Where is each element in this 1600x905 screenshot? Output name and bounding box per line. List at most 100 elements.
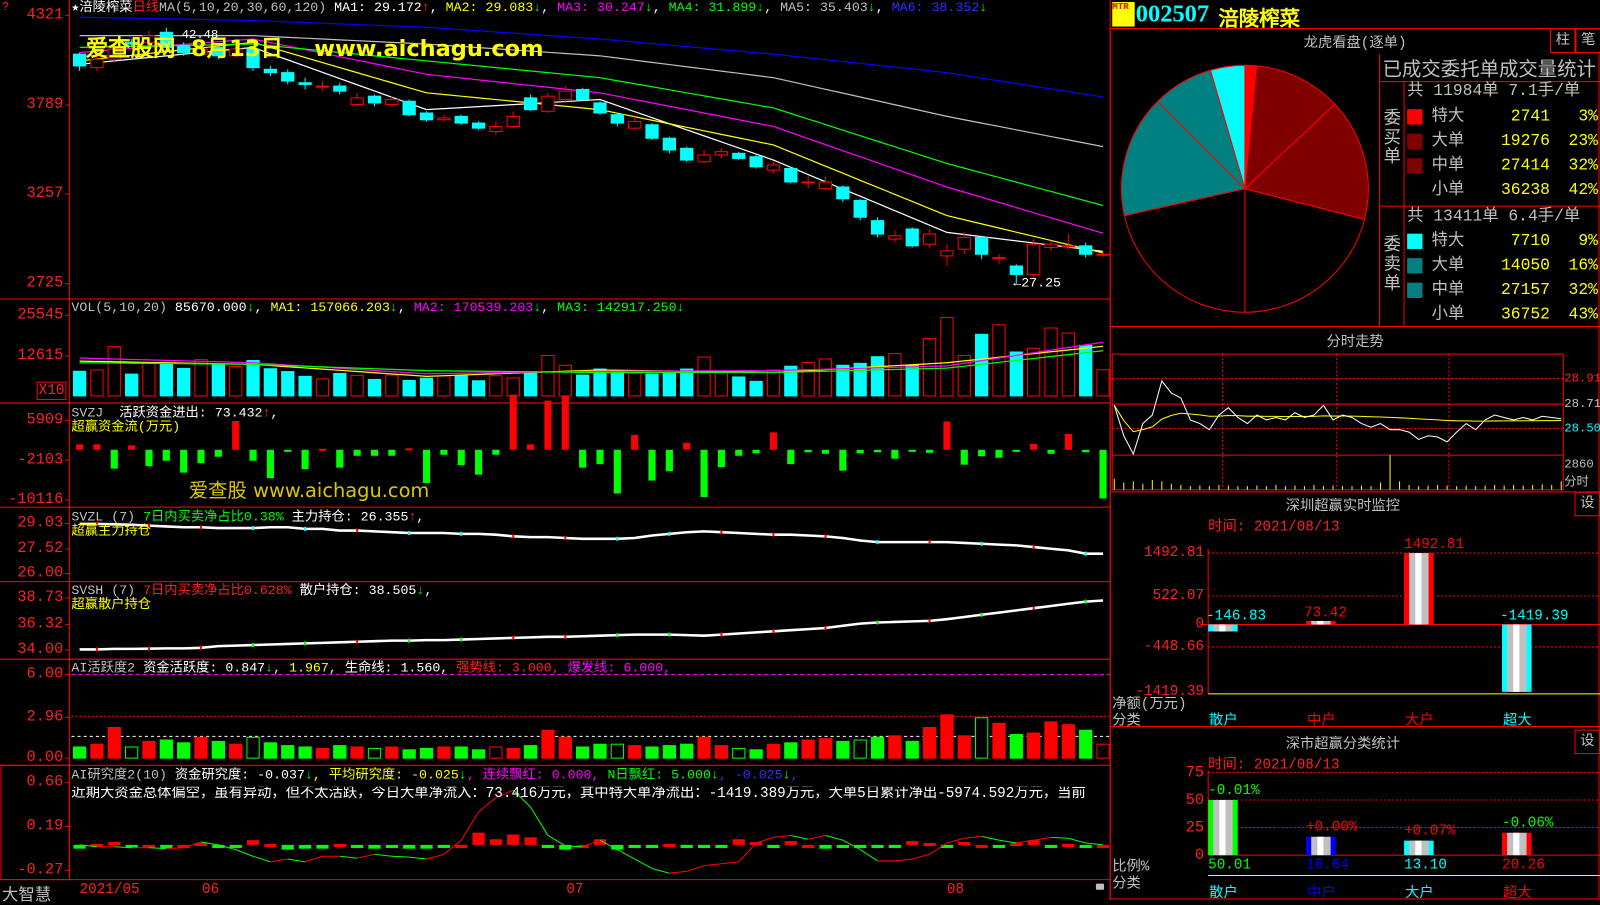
research-line-segment <box>495 789 514 799</box>
ratio-value-label: 13.10 <box>1404 857 1447 874</box>
tick-mode-button[interactable]: 笔 <box>1575 28 1600 54</box>
position-tick <box>876 620 879 625</box>
ratio-bar-highlight <box>1513 832 1520 856</box>
intraday-y-label: 2860 <box>1564 457 1594 472</box>
candle-down <box>749 156 763 168</box>
activity-bar <box>922 726 937 759</box>
y-axis-label: 27.52 <box>17 539 64 558</box>
volume-bar <box>298 375 312 397</box>
legend-value: 27157 <box>1500 280 1550 299</box>
fund-flow-bar <box>1030 443 1038 450</box>
candle-down <box>333 85 347 92</box>
fund-flow-bar <box>978 449 986 457</box>
bar-value-label: 73.42 <box>1304 604 1347 621</box>
volume-bar <box>922 337 937 397</box>
research-bar <box>125 844 138 848</box>
research-line-segment <box>1068 837 1086 844</box>
volume-bar <box>749 380 763 397</box>
up-arrow-icon: ↑ <box>408 509 417 525</box>
position-tick <box>772 629 775 634</box>
period-label[interactable]: 日线 <box>132 0 160 16</box>
candle-down <box>645 124 659 139</box>
research-line-segment <box>582 839 601 848</box>
candle-down <box>610 114 624 124</box>
research-bar <box>403 844 416 849</box>
pie-slice-buy <box>1244 188 1366 313</box>
research-line-segment <box>565 845 583 848</box>
volume-unit-badge[interactable]: X10 <box>36 381 67 400</box>
volume-bar <box>263 368 278 397</box>
lock-icon[interactable] <box>1095 883 1105 890</box>
research-bar <box>437 844 450 848</box>
research-line-segment <box>218 844 236 851</box>
research-bar <box>559 844 572 850</box>
low-price-label: ←27.25 <box>1013 275 1062 291</box>
legend-value: 2741 <box>1510 107 1550 126</box>
svzl-subtitle: 超赢主力持仓 <box>71 523 152 539</box>
intraday-y-label: 28.71 <box>1564 396 1600 412</box>
candle-up <box>714 151 729 156</box>
intraday-title: 分时走势 <box>1326 334 1384 352</box>
activity-bar <box>72 746 87 759</box>
research-bar <box>836 844 849 848</box>
candle-down <box>836 186 850 200</box>
y-axis-label: 36.32 <box>17 615 64 633</box>
research-bar <box>715 844 728 848</box>
activity-bar <box>628 745 642 759</box>
position-tick <box>1032 545 1035 550</box>
activity-bar <box>957 735 971 759</box>
research-line-segment <box>183 841 202 849</box>
research-bar <box>888 844 902 848</box>
activity-bar <box>333 745 347 759</box>
sz-monitor-settings-button[interactable]: 设 <box>1574 491 1600 517</box>
volume-bar <box>1027 347 1041 397</box>
candle-down <box>263 68 278 74</box>
fund-flow-bar <box>821 449 830 454</box>
volume-bar <box>367 378 382 397</box>
activity-bar <box>576 746 590 759</box>
research-bar <box>1096 844 1110 848</box>
ratio-bar-highlight <box>1415 840 1422 856</box>
candle-down <box>471 122 486 129</box>
position-tick <box>928 540 931 545</box>
sz-class-settings-button[interactable]: 设 <box>1574 729 1600 755</box>
research-bar <box>697 844 711 848</box>
volume-bar <box>662 372 677 397</box>
research-bar <box>645 844 659 848</box>
y-axis-label: 522.07 <box>1152 587 1205 605</box>
bar-mode-button[interactable]: 柱 <box>1549 28 1576 54</box>
volume-bar <box>645 373 659 397</box>
research-bar <box>1027 840 1040 845</box>
research-bar <box>992 844 1006 848</box>
sz-monitor-xlabel: 分类 <box>1112 713 1141 730</box>
high-price-label: 42.48 <box>181 27 219 42</box>
position-tick <box>460 531 463 536</box>
stock-name-header: 涪陵榨菜 <box>1218 6 1300 31</box>
legend-swatch <box>1407 282 1423 298</box>
volume-bar <box>853 362 867 397</box>
fund-flow-bar <box>769 432 778 450</box>
svzj-header: SVZJ 活跃资金进出: 73.432↑, <box>71 405 279 421</box>
research-bar <box>246 840 260 845</box>
activity-bar <box>90 743 104 759</box>
research-line-segment <box>270 858 288 863</box>
research-bar <box>975 844 988 848</box>
activity-bar <box>142 740 156 759</box>
y-axis-label: 1492.81 <box>1144 544 1205 562</box>
fund-flow-bar <box>891 449 899 459</box>
fund-flow-bar <box>908 449 916 452</box>
research-bar <box>524 837 537 845</box>
y-axis-label: 25545 <box>17 306 64 324</box>
research-bar <box>507 834 520 845</box>
volume-bar <box>350 374 364 397</box>
candle-up <box>90 58 104 69</box>
fund-flow-bar <box>1082 449 1090 453</box>
position-tick <box>199 525 203 530</box>
research-line-segment <box>790 834 809 840</box>
fund-flow-bar <box>1012 449 1020 452</box>
star-icon[interactable]: ★ <box>71 0 80 16</box>
volume-header: VOL(5,10,20) 85670.000↓, MA1: 157066.203… <box>71 299 685 316</box>
fund-flow-bar <box>839 449 847 471</box>
